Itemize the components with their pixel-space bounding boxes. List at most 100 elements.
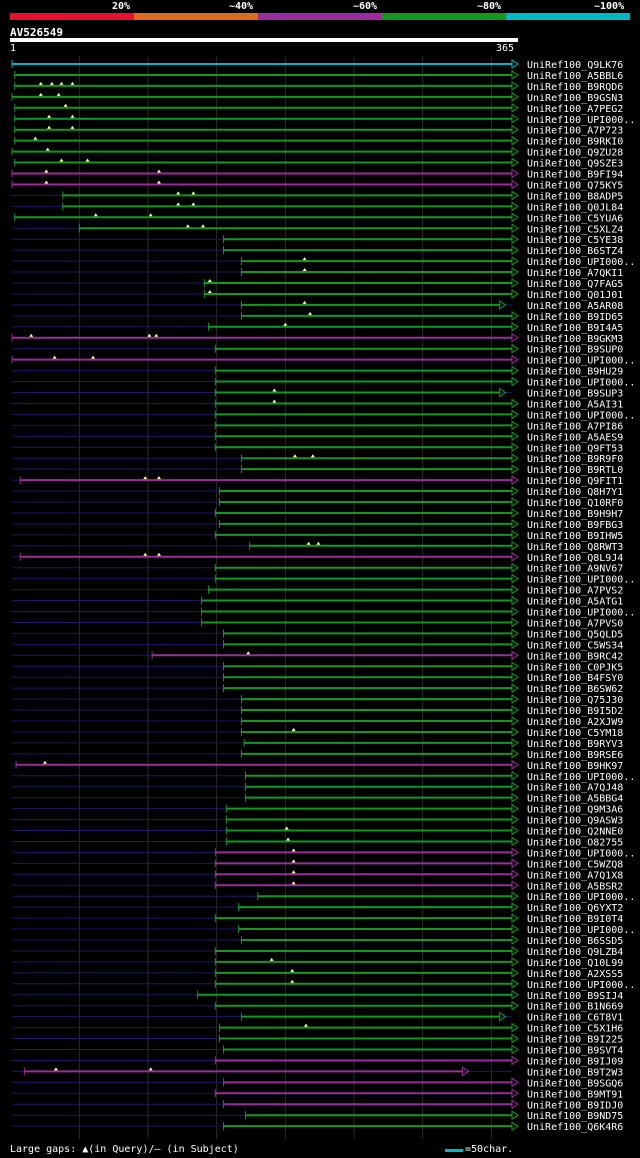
hit-label[interactable]: UniRef100_A5AES9 [527, 432, 623, 443]
hit-row[interactable]: UniRef100_Q2NNE0 [12, 825, 623, 838]
hit-label[interactable]: UniRef100_C5WS34 [527, 640, 623, 651]
hit-label[interactable]: UniRef100_C5WZQ8 [527, 859, 623, 870]
hit-row[interactable]: UniRef100_B9SUP0 [12, 343, 623, 356]
hit-label[interactable]: UniRef100_B9HU29 [527, 367, 623, 378]
hit-label[interactable]: UniRef100_B9SUP0 [527, 345, 623, 356]
hit-label[interactable]: UniRef100_Q75J30 [527, 695, 623, 706]
hit-row[interactable]: UniRef100_Q9FIT1 [12, 475, 623, 487]
hit-row[interactable]: UniRef100_C5X1H6 [12, 1022, 623, 1035]
hit-row[interactable]: UniRef100_A5AR08 [12, 299, 623, 312]
hit-row[interactable]: UniRef100_B9SUP3 [12, 387, 623, 400]
hit-label[interactable]: UniRef100_B4FSY0 [527, 673, 623, 684]
hit-label[interactable]: UniRef100_UPI000.. [527, 925, 635, 936]
hit-row[interactable]: UniRef100_B9GKM3 [11, 332, 623, 345]
hit-row[interactable]: UniRef100_C5WS34 [12, 639, 623, 651]
hit-label[interactable]: UniRef100_UPI000.. [527, 575, 635, 586]
hit-label[interactable]: UniRef100_Q6K4R6 [527, 1122, 623, 1133]
hit-label[interactable]: UniRef100_B9I4A5 [527, 323, 623, 334]
hit-label[interactable]: UniRef100_Q5QLD5 [527, 629, 623, 640]
hit-label[interactable]: UniRef100_Q9LZB4 [527, 947, 623, 958]
hit-label[interactable]: UniRef100_A7P723 [527, 126, 623, 137]
hit-row[interactable]: UniRef100_C5WZQ8 [12, 858, 623, 870]
hit-row[interactable]: UniRef100_Q8RWT3 [12, 540, 623, 553]
hit-label[interactable]: UniRef100_UPI000.. [527, 378, 635, 389]
hit-label[interactable]: UniRef100_A7PI86 [527, 421, 623, 432]
hit-row[interactable]: UniRef100_B9IJ09 [12, 1055, 623, 1067]
hit-label[interactable]: UniRef100_B9HK97 [527, 761, 623, 772]
hit-label[interactable]: UniRef100_B9FI94 [527, 170, 623, 181]
hit-label[interactable]: UniRef100_UPI000.. [527, 980, 635, 991]
hit-label[interactable]: UniRef100_Q9LK76 [527, 60, 623, 71]
hit-label[interactable]: UniRef100_A7PVS2 [527, 586, 623, 597]
hit-label[interactable]: UniRef100_B6SSD5 [527, 936, 623, 947]
hit-label[interactable]: UniRef100_Q9ASW3 [527, 816, 623, 827]
hit-label[interactable]: UniRef100_Q7FAG5 [527, 279, 623, 290]
hit-row[interactable]: UniRef100_B9SIJ4 [12, 989, 623, 1002]
hit-label[interactable]: UniRef100_Q8L9J4 [527, 553, 623, 564]
hit-row[interactable]: UniRef100_UPI000.. [12, 924, 635, 936]
hit-row[interactable]: UniRef100_A7QKI1 [12, 267, 623, 279]
hit-row[interactable]: UniRef100_Q01J01 [12, 289, 623, 301]
hit-row[interactable]: UniRef100_B9SGQ6 [12, 1077, 623, 1089]
hit-row[interactable]: UniRef100_UPI000.. [12, 891, 635, 903]
hit-label[interactable]: UniRef100_B9RKI0 [527, 137, 623, 148]
hit-row[interactable]: UniRef100_A7QJ48 [12, 781, 623, 794]
hit-label[interactable]: UniRef100_B1N669 [527, 1002, 623, 1013]
hit-row[interactable]: UniRef100_UPI000.. [12, 770, 635, 783]
hit-row[interactable]: UniRef100_B9I225 [12, 1033, 623, 1046]
hit-label[interactable]: UniRef100_C5YE38 [527, 235, 623, 246]
hit-label[interactable]: UniRef100_Q75KY5 [527, 180, 623, 191]
hit-row[interactable]: UniRef100_O82755 [12, 836, 623, 848]
hit-label[interactable]: UniRef100_B9RC42 [527, 651, 623, 662]
hit-row[interactable]: UniRef100_B9I4A5 [12, 321, 623, 334]
hit-label[interactable]: UniRef100_B9IHW5 [527, 531, 623, 542]
hit-label[interactable]: UniRef100_B6SW62 [527, 684, 623, 695]
hit-label[interactable]: UniRef100_Q9FT53 [527, 443, 623, 454]
hit-label[interactable]: UniRef100_B9R9F0 [527, 454, 623, 465]
hit-label[interactable]: UniRef100_B9RTL0 [527, 465, 623, 476]
hit-row[interactable]: UniRef100_B9RSE6 [12, 748, 623, 761]
hit-row[interactable]: UniRef100_A7P723 [12, 124, 623, 137]
hit-label[interactable]: UniRef100_C6T8V1 [527, 1013, 623, 1024]
hit-row[interactable]: UniRef100_B9I0T4 [12, 913, 623, 925]
hit-row[interactable]: UniRef100_C5YUA6 [12, 212, 623, 224]
hit-row[interactable]: UniRef100_B1N669 [12, 1000, 623, 1013]
hit-row[interactable]: UniRef100_C6T8V1 [12, 1011, 623, 1024]
hit-label[interactable]: UniRef100_B9H9H7 [527, 509, 623, 520]
hit-row[interactable]: UniRef100_A7Q1X8 [12, 869, 623, 881]
hit-row[interactable]: UniRef100_B9GSN3 [11, 91, 623, 104]
hit-label[interactable]: UniRef100_B9RQD6 [527, 82, 623, 93]
hit-row[interactable]: UniRef100_B9FI94 [11, 168, 623, 181]
hit-row[interactable]: UniRef100_B6STZ4 [12, 245, 623, 257]
hit-row[interactable]: UniRef100_C5YE38 [12, 234, 623, 246]
hit-row[interactable]: UniRef100_A7PI86 [12, 420, 623, 432]
hit-row[interactable]: UniRef100_Q0JL84 [12, 201, 623, 213]
hit-row[interactable]: UniRef100_Q9ASW3 [12, 814, 623, 827]
hit-label[interactable]: UniRef100_Q9M3A6 [527, 805, 623, 816]
hit-row[interactable]: UniRef100_Q8L9J4 [12, 551, 623, 564]
hit-row[interactable]: UniRef100_B9SVT4 [12, 1044, 623, 1057]
hit-label[interactable]: UniRef100_B8ADP5 [527, 191, 623, 202]
hit-label[interactable]: UniRef100_A7QKI1 [527, 268, 623, 279]
hit-label[interactable]: UniRef100_B9T2W3 [527, 1067, 623, 1078]
hit-row[interactable]: UniRef100_B4FSY0 [12, 672, 623, 684]
hit-row[interactable]: UniRef100_Q75KY5 [11, 179, 623, 191]
hit-label[interactable]: UniRef100_Q9SZE3 [527, 159, 623, 170]
hit-label[interactable]: UniRef100_B9FBG3 [527, 520, 623, 531]
hit-row[interactable]: UniRef100_B9MT91 [12, 1088, 623, 1100]
hit-label[interactable]: UniRef100_B9ND75 [527, 1111, 623, 1122]
hit-row[interactable]: UniRef100_A7PVS2 [12, 584, 623, 597]
hit-label[interactable]: UniRef100_A5BSR2 [527, 881, 623, 892]
hit-row[interactable]: UniRef100_A5ATG1 [12, 595, 623, 608]
hit-row[interactable]: UniRef100_A7PEG2 [12, 102, 623, 115]
hit-row[interactable]: UniRef100_B9RKI0 [12, 135, 623, 148]
hit-row[interactable]: UniRef100_B9ND75 [12, 1110, 623, 1122]
hit-label[interactable]: UniRef100_B9RYV3 [527, 739, 623, 750]
hit-row[interactable]: UniRef100_A2XSS5 [12, 967, 623, 980]
hit-row[interactable]: UniRef100_A5AI31 [12, 398, 623, 410]
hit-label[interactable]: UniRef100_A7Q1X8 [527, 870, 623, 881]
hit-label[interactable]: UniRef100_A2XSS5 [527, 969, 623, 980]
hit-row[interactable]: UniRef100_B9HU29 [12, 365, 623, 378]
hit-label[interactable]: UniRef100_C5YM18 [527, 728, 623, 739]
hit-row[interactable]: UniRef100_Q6K4R6 [12, 1121, 623, 1133]
